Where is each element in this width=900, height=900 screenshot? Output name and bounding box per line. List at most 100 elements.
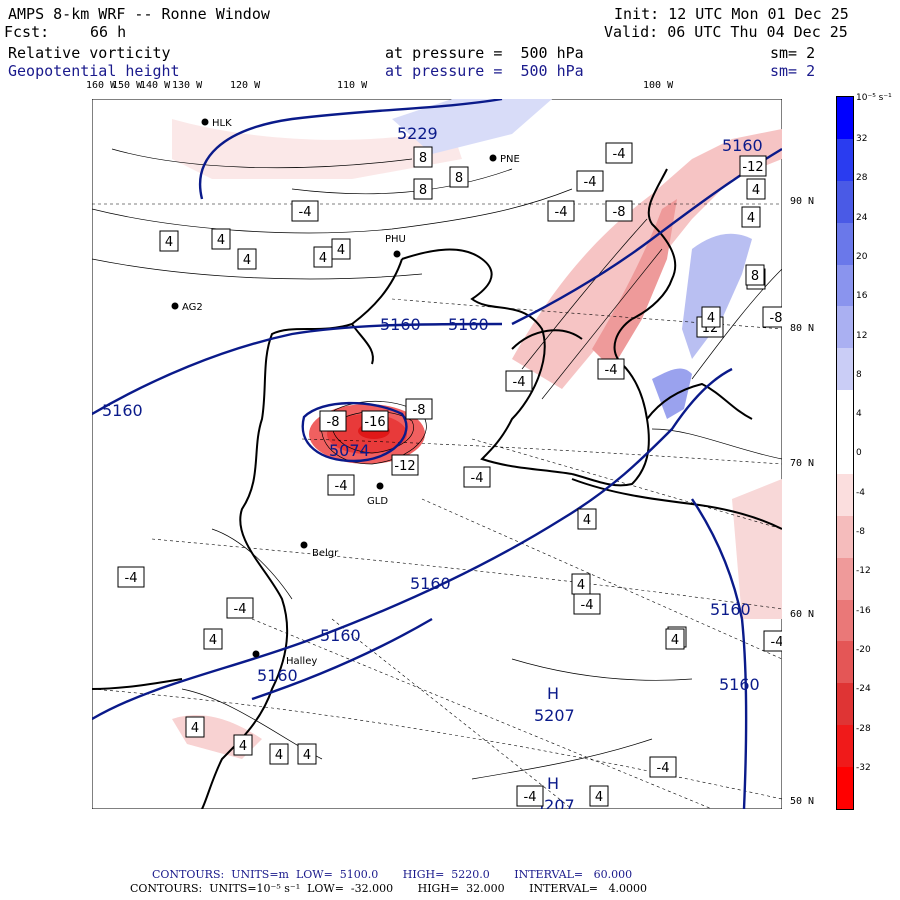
height-label: 5160 [320,626,361,645]
colorbar-segment [837,767,853,809]
vorticity-box-label: 4 [701,306,721,328]
station-label: Belgr [312,548,339,559]
forecast-hour: 66 h [90,23,127,41]
svg-text:-4: -4 [605,363,618,378]
svg-text:8: 8 [455,171,463,186]
field2-level: at pressure = 500 hPa [385,62,584,80]
forecast-label: Fcst: [4,23,50,41]
vorticity-box-label: 8 [745,264,765,286]
svg-text:-8: -8 [770,311,782,326]
colorbar-tick-label: 8 [856,369,862,380]
svg-text:-12: -12 [394,459,415,474]
field1-name: Relative vorticity [8,44,171,62]
height-label: 5160 [448,315,489,334]
vorticity-box-label: -8 [405,398,433,420]
high-center-label: H [547,684,559,703]
height-label: 5160 [722,136,763,155]
colorbar-tick-label: 0 [856,448,862,459]
colorbar-segment [837,599,853,642]
station-marker [201,118,209,126]
vorticity-box-label: -4 [763,630,782,652]
station-marker [300,541,308,549]
svg-text:-4: -4 [584,175,597,190]
vorticity-box-label: -12 [739,155,767,177]
lon-label: 160 W [86,80,117,91]
vorticity-box-label: 4 [203,628,223,650]
lat-label: 60 N [790,609,815,620]
colorbar-tick-label: 20 [856,251,868,262]
field2-name: Geopotential height [8,62,180,80]
colorbar-segment [837,138,853,181]
station-label: PHU [385,234,406,245]
field1-smoothing: sm= 2 [770,44,816,62]
svg-text:4: 4 [165,235,173,250]
station-label: Halley [286,656,317,667]
vorticity-box-label: 4 [159,230,179,252]
height-label: 5207 [534,796,575,809]
vorticity-box-label: 4 [331,238,351,260]
map-panel: 5160 5160 5160 5160 5160 5160 5160 5160 … [92,99,782,809]
colorbar-segment [837,390,853,433]
svg-text:-4: -4 [771,635,782,650]
station-marker [171,302,179,310]
vorticity-box-label: -16 [361,410,389,432]
svg-text:8: 8 [751,269,759,284]
colorbar-tick-label: 28 [856,173,868,184]
vorticity-box-label: -12 [391,454,419,476]
vorticity-box-label: 4 [297,743,317,765]
vorticity-box-label: 4 [665,628,685,650]
vorticity-box-label: 4 [313,246,333,268]
vorticity-box-label: -4 [117,566,145,588]
colorbar-segment [837,432,853,474]
svg-text:4: 4 [191,721,199,736]
vorticity-box-label: 8 [449,166,469,188]
station-marker [489,154,497,162]
svg-text:4: 4 [303,748,311,763]
vorticity-box-label: -4 [576,170,604,192]
station-label: GLD [367,496,388,507]
svg-text:4: 4 [319,251,327,266]
vorticity-box-label: -4 [463,466,491,488]
svg-text:-4: -4 [513,375,526,390]
colorbar-segment [837,222,853,265]
station-label: AG2 [182,302,203,313]
vorticity-labels: -488844444-4-4-4-12-84812-8-4-4-8-16-8-1… [117,142,782,807]
lat-label: 70 N [790,458,815,469]
vorticity-box-label: -8 [605,200,633,222]
colorbar-tick-label: -16 [856,605,871,616]
colorbar-segment [837,473,853,516]
colorbar-tick-label: -4 [856,487,865,498]
colorbar-segment [837,725,853,768]
height-label: 5160 [710,600,751,619]
lat-label: 50 N [790,796,815,807]
vorticity-box-label: 4 [185,716,205,738]
colorbar-segment [837,515,853,558]
station-label: PNE [500,154,520,165]
svg-text:-12: -12 [742,160,763,175]
svg-text:4: 4 [583,513,591,528]
svg-text:4: 4 [239,739,247,754]
vorticity-box-label: -4 [327,474,355,496]
svg-text:-4: -4 [524,790,537,805]
vorticity-box-label: 4 [589,785,609,807]
init-time: Init: 12 UTC Mon 01 Dec 25 [614,5,849,23]
lat-label: 90 N [790,196,815,207]
svg-text:-4: -4 [335,479,348,494]
colorbar-segment [837,641,853,684]
colorbar-tick-label: -8 [856,527,865,537]
svg-text:4: 4 [577,578,585,593]
colorbar-tick-label: -24 [856,684,871,695]
vorticity-box-label: 4 [237,248,257,270]
vorticity-box-label: 4 [269,743,289,765]
station-marker [376,482,384,490]
vorticity-contour-info: CONTOURS: UNITS=10⁻⁵ s⁻¹ LOW= -32.000 HI… [130,882,647,895]
vorticity-box-label: -8 [319,410,347,432]
lon-label: 140 W [140,80,171,91]
vorticity-box-label: 4 [577,508,597,530]
svg-text:4: 4 [337,243,345,258]
colorbar-tick-label: 16 [856,291,868,302]
field2-smoothing: sm= 2 [770,62,816,80]
field1-level: at pressure = 500 hPa [385,44,584,62]
colorbar-segment [837,264,853,307]
lat-label: 80 N [790,323,815,334]
